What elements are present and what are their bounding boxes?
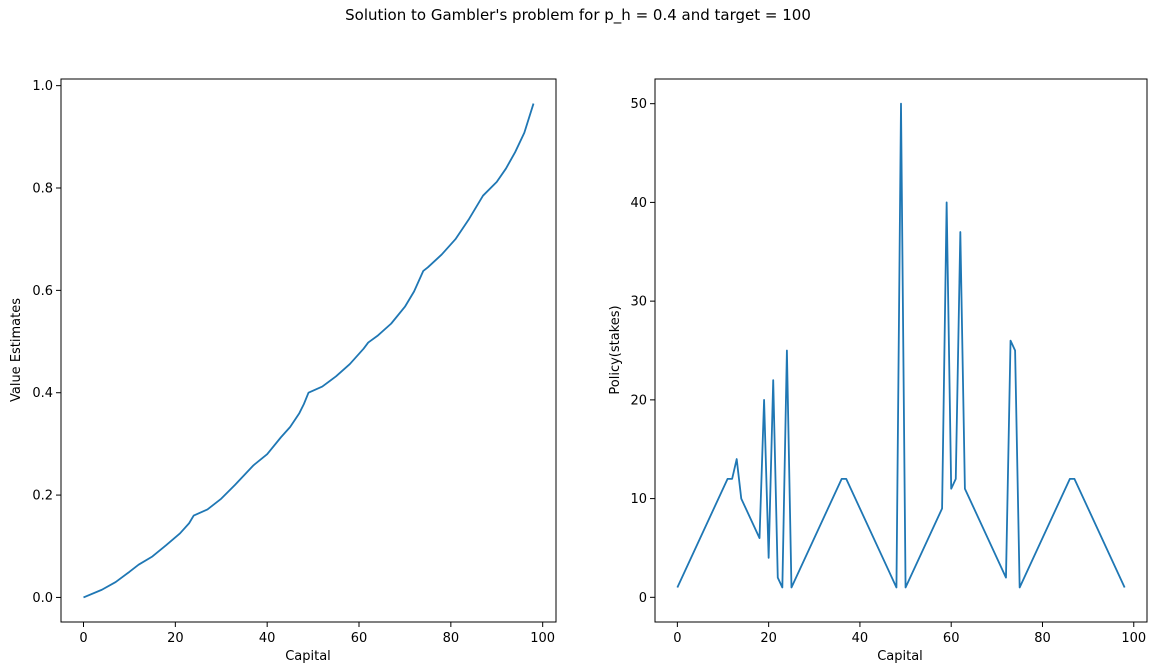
- right-y-tick-label: 0: [639, 591, 647, 606]
- right-x-tick-label: 20: [760, 631, 777, 646]
- left-axes-frame: [60, 78, 557, 623]
- right-y-tick-label: 10: [630, 492, 647, 507]
- right-x-tick-label: 40: [852, 631, 869, 646]
- left-y-tick-label: 0.2: [32, 489, 53, 504]
- right-y-tick-label: 40: [630, 196, 647, 211]
- right-x-tick-label: 100: [1121, 631, 1146, 646]
- right-x-tick-label: 0: [673, 631, 681, 646]
- figure-title: Solution to Gambler's problem for p_h = …: [345, 6, 811, 24]
- left-y-tick-label: 0.6: [32, 284, 53, 299]
- right-plot-marks: 0 20 40 60 80 100 0 10 20 30 40 50: [630, 97, 1146, 646]
- right-series-line: [676, 102, 1126, 589]
- left-y-tick-label: 0.4: [32, 386, 53, 401]
- right-y-tick-label: 50: [630, 97, 647, 112]
- left-axes: 0 20 40 60 80 100 0.0 0.2 0.4 0.6 0.8 1.0 Capital V…: [9, 78, 557, 664]
- left-x-tick-label: 80: [443, 631, 460, 646]
- left-y-tick-label: 1.0: [32, 79, 53, 94]
- left-x-tick-label: 100: [530, 631, 555, 646]
- left-x-tick-label: 40: [259, 631, 276, 646]
- left-y-tick-label: 0.8: [32, 182, 53, 197]
- left-series-line: [83, 103, 535, 599]
- left-y-tick-label: 0.0: [32, 591, 53, 606]
- right-x-tick-label: 80: [1034, 631, 1051, 646]
- left-x-axis-label: Capital: [285, 649, 331, 664]
- right-y-axis-label: Policy(stakes): [608, 305, 623, 394]
- left-x-tick-label: 0: [79, 631, 87, 646]
- right-y-tick-label: 20: [630, 393, 647, 408]
- left-x-tick-label: 20: [167, 631, 184, 646]
- left-plot-marks: 0 20 40 60 80 100 0.0 0.2 0.4 0.6 0.8 1.0: [32, 79, 555, 646]
- right-x-tick-label: 60: [943, 631, 960, 646]
- right-axes: 0 20 40 60 80 100 0 10 20 30 40 50 Capital Policy(s…: [608, 78, 1148, 664]
- left-x-tick-label: 60: [351, 631, 368, 646]
- right-axes-frame: [654, 78, 1148, 623]
- right-x-axis-label: Capital: [877, 649, 923, 664]
- right-y-tick-label: 30: [630, 295, 647, 310]
- left-y-axis-label: Value Estimates: [9, 298, 24, 402]
